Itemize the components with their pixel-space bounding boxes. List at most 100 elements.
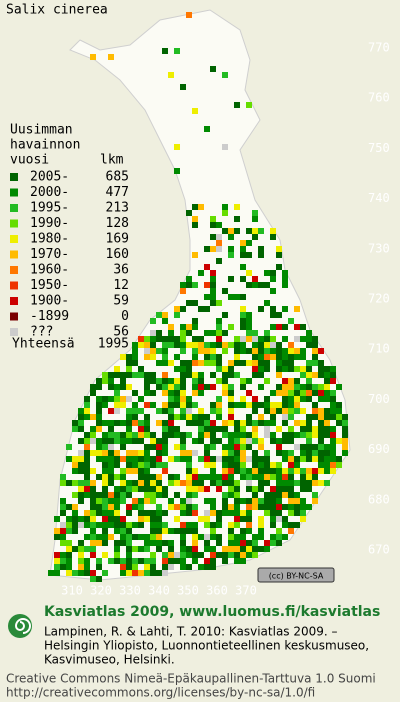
occurrence-square xyxy=(246,336,252,342)
occurrence-square xyxy=(192,336,198,342)
occurrence-square xyxy=(72,480,78,486)
occurrence-square xyxy=(102,492,108,498)
occurrence-square xyxy=(132,372,138,378)
occurrence-square xyxy=(288,522,294,528)
occurrence-square xyxy=(228,534,234,540)
occurrence-square xyxy=(162,570,168,576)
occurrence-square xyxy=(132,354,138,360)
occurrence-square xyxy=(288,402,294,408)
occurrence-square xyxy=(288,480,294,486)
occurrence-square xyxy=(102,396,108,402)
occurrence-square xyxy=(294,462,300,468)
occurrence-square xyxy=(192,510,198,516)
occurrence-square xyxy=(72,420,78,426)
occurrence-square xyxy=(216,408,222,414)
occurrence-square xyxy=(240,396,246,402)
occurrence-square xyxy=(126,366,132,372)
occurrence-square xyxy=(150,516,156,522)
occurrence-square xyxy=(150,528,156,534)
occurrence-square xyxy=(120,372,126,378)
occurrence-square xyxy=(240,336,246,342)
occurrence-square xyxy=(156,480,162,486)
occurrence-square xyxy=(270,228,276,234)
occurrence-square xyxy=(168,498,174,504)
occurrence-square xyxy=(234,204,240,210)
occurrence-square xyxy=(78,498,84,504)
occurrence-square xyxy=(144,564,150,570)
occurrence-square xyxy=(228,432,234,438)
occurrence-square xyxy=(336,402,342,408)
occurrence-square xyxy=(240,246,246,252)
occurrence-square xyxy=(90,540,96,546)
legend-count: 59 xyxy=(113,294,129,309)
occurrence-square xyxy=(228,450,234,456)
occurrence-square xyxy=(186,432,192,438)
occurrence-square xyxy=(222,510,228,516)
occurrence-square xyxy=(288,414,294,420)
occurrence-square xyxy=(252,426,258,432)
occurrence-square xyxy=(156,474,162,480)
occurrence-square xyxy=(84,456,90,462)
occurrence-square xyxy=(144,342,150,348)
occurrence-square xyxy=(180,396,186,402)
occurrence-square xyxy=(306,486,312,492)
occurrence-square xyxy=(204,432,210,438)
occurrence-square xyxy=(66,522,72,528)
occurrence-square xyxy=(324,480,330,486)
occurrence-square xyxy=(72,516,78,522)
occurrence-square xyxy=(144,546,150,552)
occurrence-square xyxy=(108,438,114,444)
occurrence-square xyxy=(150,402,156,408)
occurrence-square xyxy=(258,516,264,522)
occurrence-square xyxy=(258,354,264,360)
occurrence-square xyxy=(204,486,210,492)
occurrence-square xyxy=(186,414,192,420)
occurrence-square xyxy=(120,420,126,426)
occurrence-square xyxy=(108,462,114,468)
occurrence-square xyxy=(264,330,270,336)
occurrence-square xyxy=(246,546,252,552)
occurrence-square xyxy=(234,456,240,462)
occurrence-square xyxy=(96,498,102,504)
occurrence-square xyxy=(66,528,72,534)
occurrence-square xyxy=(300,408,306,414)
occurrence-square xyxy=(144,348,150,354)
occurrence-square xyxy=(282,282,288,288)
occurrence-square xyxy=(168,324,174,330)
occurrence-square xyxy=(252,450,258,456)
occurrence-square xyxy=(78,450,84,456)
legend-count: 56 xyxy=(113,325,129,340)
occurrence-square xyxy=(174,342,180,348)
occurrence-square xyxy=(132,450,138,456)
occurrence-square xyxy=(168,378,174,384)
occurrence-square xyxy=(120,528,126,534)
occurrence-square xyxy=(204,516,210,522)
occurrence-square xyxy=(162,438,168,444)
occurrence-square xyxy=(204,426,210,432)
occurrence-square xyxy=(258,372,264,378)
occurrence-square xyxy=(330,414,336,420)
occurrence-square xyxy=(246,414,252,420)
occurrence-square xyxy=(114,450,120,456)
occurrence-square xyxy=(276,516,282,522)
occurrence-square xyxy=(90,504,96,510)
occurrence-square xyxy=(306,366,312,372)
occurrence-square xyxy=(126,492,132,498)
occurrence-square xyxy=(270,312,276,318)
occurrence-square xyxy=(276,354,282,360)
occurrence-square xyxy=(144,414,150,420)
occurrence-square xyxy=(294,390,300,396)
occurrence-square xyxy=(180,510,186,516)
occurrence-square xyxy=(294,456,300,462)
occurrence-square xyxy=(102,498,108,504)
occurrence-square xyxy=(276,444,282,450)
occurrence-square xyxy=(228,342,234,348)
occurrence-square xyxy=(246,270,252,276)
x-coordinate-label: 330 xyxy=(119,584,141,598)
occurrence-square xyxy=(174,144,180,150)
occurrence-square xyxy=(96,378,102,384)
occurrence-square xyxy=(228,408,234,414)
occurrence-square xyxy=(126,480,132,486)
occurrence-square xyxy=(162,378,168,384)
occurrence-square xyxy=(276,480,282,486)
